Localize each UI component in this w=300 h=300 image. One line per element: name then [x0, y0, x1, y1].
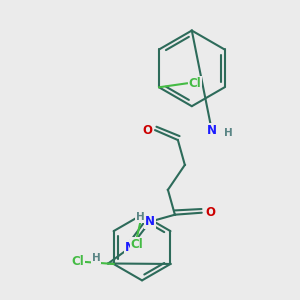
- Text: Cl: Cl: [71, 256, 84, 268]
- Text: O: O: [142, 124, 152, 136]
- Text: O: O: [206, 206, 216, 219]
- Text: Cl: Cl: [188, 77, 201, 90]
- Text: N: N: [125, 241, 135, 254]
- Text: H: H: [224, 128, 233, 138]
- Text: H: H: [92, 254, 100, 263]
- Text: N: N: [145, 215, 155, 228]
- Text: H: H: [136, 212, 144, 222]
- Text: Cl: Cl: [131, 238, 143, 251]
- Text: N: N: [207, 124, 217, 136]
